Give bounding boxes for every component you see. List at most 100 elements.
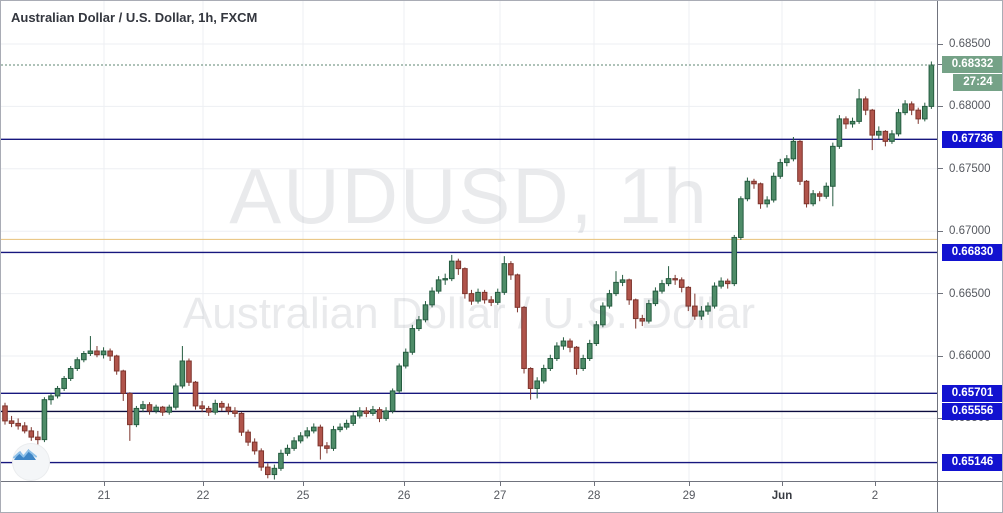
candle-body bbox=[81, 353, 87, 361]
candle-body bbox=[889, 133, 895, 142]
candle-body bbox=[619, 279, 626, 283]
candle-body bbox=[435, 279, 442, 292]
provider-logo bbox=[12, 443, 50, 481]
candle-body bbox=[784, 158, 790, 164]
candle-body bbox=[251, 441, 258, 452]
bar-countdown-badge: 27:24 bbox=[953, 73, 1002, 91]
candle-body bbox=[830, 145, 836, 187]
candle-body bbox=[133, 407, 140, 426]
candle-body bbox=[219, 402, 225, 408]
candle-body bbox=[310, 426, 317, 432]
candle-body bbox=[140, 404, 146, 409]
candle-body bbox=[8, 420, 15, 424]
candle-body bbox=[724, 280, 731, 285]
time-tick-mark bbox=[875, 482, 876, 486]
candle-body bbox=[810, 193, 816, 205]
candle-body bbox=[186, 360, 192, 383]
level-price-badge: 0.65556 bbox=[942, 402, 1002, 420]
candle-body bbox=[895, 112, 902, 135]
candle-body bbox=[547, 358, 554, 369]
candle-body bbox=[580, 358, 586, 369]
chart-plot-area[interactable]: AUDUSD, 1h Australian Dollar / U.S. Doll… bbox=[1, 1, 937, 481]
time-tick-label: 29 bbox=[682, 490, 696, 502]
candlesticks[interactable] bbox=[2, 61, 935, 480]
time-tick-label: 26 bbox=[397, 490, 411, 502]
candle-body bbox=[600, 305, 606, 326]
candle-body bbox=[238, 412, 245, 433]
price-axis[interactable]: 0.68500 0.68000 0.67500 0.67000 0.66500 0.660… bbox=[937, 1, 1002, 481]
time-axis[interactable]: 21 22 25 26 27 28 29 Jun 2 bbox=[1, 481, 937, 512]
price-tick-mark bbox=[938, 105, 943, 107]
candle-body bbox=[350, 415, 357, 424]
candle-body bbox=[711, 285, 718, 307]
candle-body bbox=[146, 404, 153, 412]
candle-body bbox=[258, 450, 265, 468]
time-tick-label: 28 bbox=[587, 490, 601, 502]
candle-body bbox=[343, 422, 350, 428]
candle-body bbox=[705, 305, 711, 312]
candle-body bbox=[915, 109, 922, 120]
price-tick-label: 0.67500 bbox=[949, 162, 991, 175]
candle-body bbox=[173, 385, 179, 408]
candle-body bbox=[527, 367, 534, 389]
candle-body bbox=[869, 109, 876, 136]
price-tick-mark bbox=[938, 355, 943, 357]
candle-body bbox=[554, 345, 560, 360]
axis-corner bbox=[937, 481, 1002, 512]
candle-body bbox=[908, 103, 915, 111]
candle-body bbox=[646, 303, 652, 322]
candle-body bbox=[87, 350, 94, 355]
time-tick-mark bbox=[689, 482, 690, 486]
candle-body bbox=[265, 466, 271, 476]
candle-body bbox=[429, 290, 435, 306]
time-tick-label: 2 bbox=[871, 490, 879, 502]
time-tick-mark bbox=[500, 482, 501, 486]
candle-body bbox=[205, 407, 212, 413]
candle-body bbox=[731, 236, 738, 285]
candle-body bbox=[613, 281, 619, 295]
candle-body bbox=[665, 278, 672, 285]
candle-body bbox=[113, 355, 120, 372]
candle-body bbox=[902, 103, 908, 114]
candle-body bbox=[744, 180, 751, 200]
current-price-tick-mark bbox=[938, 64, 943, 66]
time-tick-mark bbox=[303, 482, 304, 486]
candle-body bbox=[672, 278, 678, 281]
candle-body bbox=[586, 343, 593, 360]
time-tick-label: 22 bbox=[196, 490, 210, 502]
chart-title: Australian Dollar / U.S. Dollar, 1h, FXC… bbox=[11, 10, 258, 25]
candle-body bbox=[928, 64, 935, 107]
candle-body bbox=[297, 435, 304, 442]
candle-body bbox=[639, 318, 646, 322]
level-price-badge: 0.65701 bbox=[942, 384, 1002, 402]
candle-body bbox=[304, 430, 311, 437]
candle-body bbox=[232, 410, 238, 414]
candle-body bbox=[922, 105, 928, 120]
candle-body bbox=[245, 431, 251, 443]
current-price-badge: 0.68332 bbox=[942, 56, 1002, 74]
candle-body bbox=[567, 340, 573, 348]
candle-body bbox=[356, 410, 363, 417]
candle-body bbox=[192, 381, 199, 407]
candle-body bbox=[593, 324, 600, 345]
candle-body bbox=[330, 429, 337, 449]
time-tick-label: 27 bbox=[493, 490, 507, 502]
chart-logo-icon bbox=[13, 449, 37, 460]
candle-body bbox=[317, 426, 324, 447]
candle-body bbox=[324, 445, 330, 449]
candle-body bbox=[521, 306, 527, 369]
candle-body bbox=[166, 406, 173, 413]
candle-body bbox=[271, 467, 278, 476]
candle-body bbox=[770, 175, 777, 201]
time-tick-mark bbox=[594, 482, 595, 486]
candle-body bbox=[383, 410, 389, 419]
candle-body bbox=[698, 310, 705, 317]
candle-body bbox=[212, 402, 219, 413]
candle-body bbox=[21, 425, 28, 432]
candle-body bbox=[836, 118, 843, 147]
candle-body bbox=[28, 430, 35, 438]
price-tick-mark bbox=[938, 417, 943, 419]
candle-body bbox=[442, 278, 448, 281]
candlestick-chart[interactable] bbox=[1, 1, 937, 481]
